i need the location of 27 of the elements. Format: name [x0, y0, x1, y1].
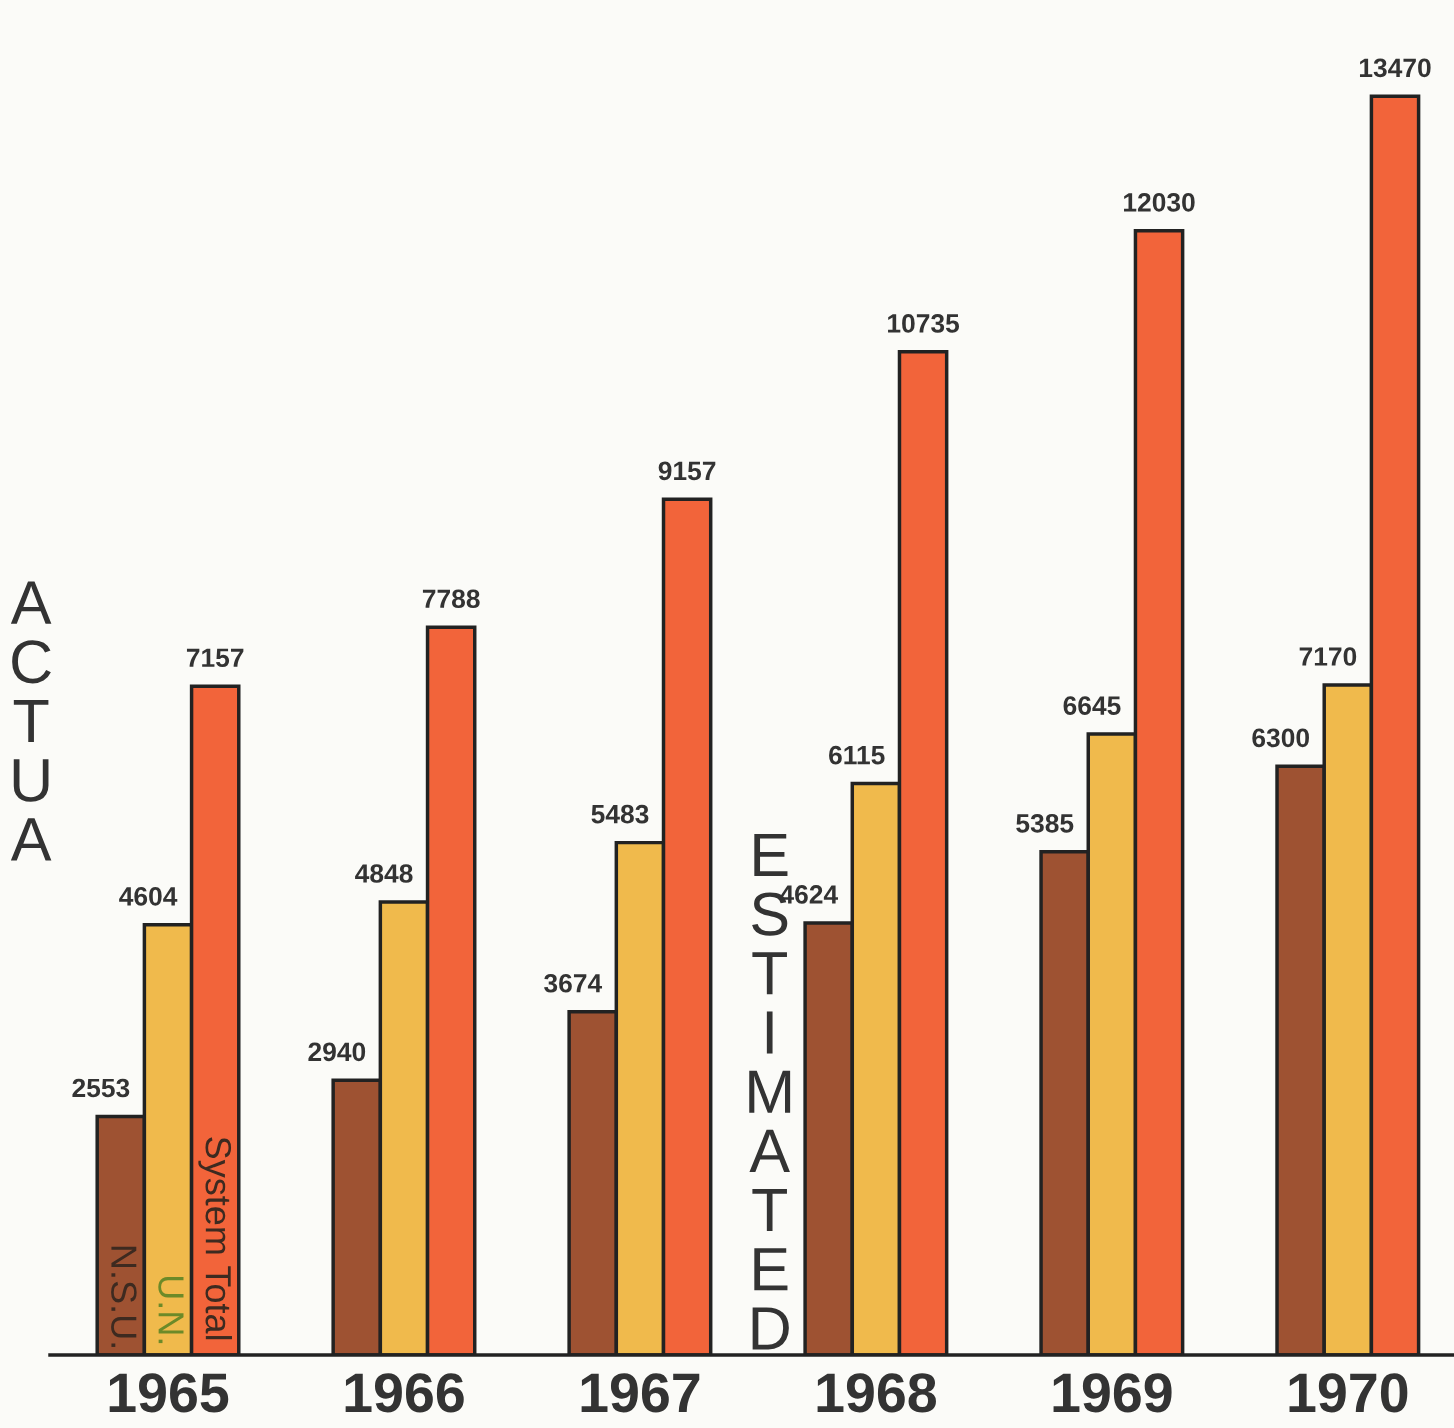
x-tick-label: 1968	[817, 1373, 936, 1413]
data-label: 4848	[355, 864, 413, 883]
data-label: 7157	[186, 648, 244, 668]
data-label: 6115	[829, 745, 885, 765]
data-label: 3674	[544, 973, 603, 993]
data-label: 9157	[658, 461, 716, 481]
data-label: 6300	[1252, 728, 1309, 748]
data-label: 4604	[119, 886, 178, 906]
data-label: 10735	[888, 314, 960, 333]
series-label: System Total	[198, 1137, 233, 1340]
series-label: N.S.U.	[111, 1246, 137, 1347]
data-label: 2553	[72, 1078, 130, 1098]
data-label: 13470	[1359, 58, 1431, 78]
x-tick-label: 1967	[581, 1373, 700, 1413]
x-tick-label: 1966	[345, 1373, 464, 1413]
x-tick-label: 1965	[109, 1373, 229, 1413]
data-label: 7170	[1299, 647, 1357, 666]
data-label: 2940	[308, 1042, 366, 1062]
data-label: 5483	[591, 804, 649, 824]
series-label: U.N.	[158, 1276, 184, 1344]
data-label: 12030	[1124, 193, 1195, 212]
x-tick-label: 1969	[1053, 1373, 1172, 1413]
data-label: 7788	[422, 589, 480, 609]
x-tick-label: 1970	[1289, 1373, 1408, 1413]
data-label: 6645	[1063, 696, 1121, 715]
annotation: ACTUA	[10, 581, 52, 861]
data-label: 5385	[1016, 813, 1074, 833]
